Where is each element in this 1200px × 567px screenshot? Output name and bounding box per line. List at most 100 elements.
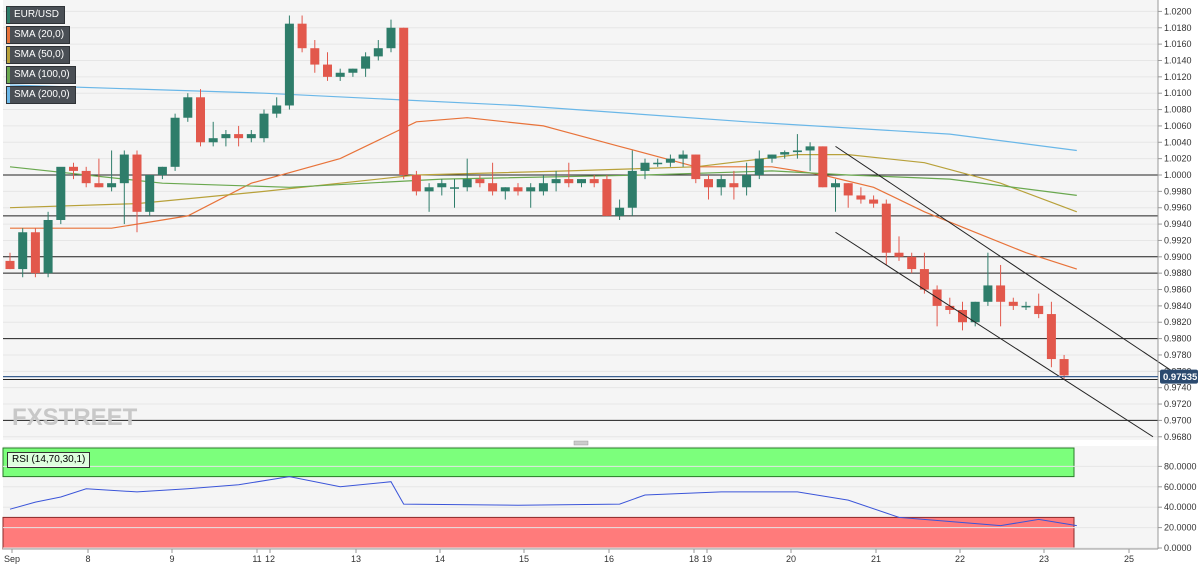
candle-body <box>894 252 904 257</box>
candle-body <box>411 175 421 192</box>
time-tick-label: 16 <box>604 554 614 564</box>
legend-eurusd[interactable]: EUR/USD <box>6 6 66 24</box>
horizontal-levels <box>3 174 1158 421</box>
price-tick-label: 0.9840 <box>1164 301 1192 311</box>
legend-label: SMA (200,0) <box>14 89 70 100</box>
candle-body <box>234 134 244 139</box>
time-tick-label: 9 <box>169 554 174 564</box>
price-tick-label: 0.9720 <box>1164 399 1192 409</box>
price-tick-label: 0.9940 <box>1164 219 1192 229</box>
candles <box>5 15 1069 380</box>
candle-body <box>475 179 485 184</box>
candle-body <box>81 170 91 184</box>
rsi-overbought-zone <box>2 447 1075 478</box>
candle-body <box>716 179 726 188</box>
candle-body <box>183 97 193 118</box>
candle-body <box>843 183 853 196</box>
time-tick-label: 8 <box>85 554 90 564</box>
price-tick-label: 0.9900 <box>1164 252 1192 262</box>
rsi-line <box>9 476 1077 527</box>
legend-swatch <box>7 7 10 23</box>
price-tick-label: 1.0180 <box>1164 23 1192 33</box>
time-tick-label: 15 <box>519 554 529 564</box>
rsi-tick-label: 80.0000 <box>1164 461 1197 471</box>
price-tick-label: 0.9780 <box>1164 350 1192 360</box>
candle-body <box>538 183 548 192</box>
panel-divider-handle[interactable] <box>573 440 589 446</box>
candle-body <box>424 187 434 192</box>
legend-swatch <box>7 87 10 103</box>
candle-body <box>729 183 739 188</box>
candle-body <box>678 154 688 159</box>
candle-body <box>970 301 980 323</box>
price-tick-label: 1.0160 <box>1164 39 1192 49</box>
channel-trendline <box>835 145 1186 380</box>
rsi-tick-label: 0.0000 <box>1164 543 1192 553</box>
price-tick-label: 0.9980 <box>1164 186 1192 196</box>
rsi-tick-label: 60.0000 <box>1164 482 1197 492</box>
candle-body <box>361 56 371 69</box>
candle-body <box>43 219 53 274</box>
candle-body <box>577 179 586 184</box>
price-tick-label: 0.9740 <box>1164 383 1192 393</box>
candle-body <box>780 152 790 155</box>
candle-body <box>157 166 167 175</box>
candle-body <box>94 183 104 188</box>
candle-body <box>132 154 142 212</box>
candle-body <box>1034 305 1044 315</box>
rsi-label[interactable]: RSI (14,70,30,1) <box>7 452 91 468</box>
candle-body <box>1021 305 1031 308</box>
price-tick-label: 1.0140 <box>1164 55 1192 65</box>
legend-swatch <box>7 47 10 63</box>
candle-body <box>272 105 282 114</box>
candle-body <box>69 166 78 171</box>
rsi-tick-label: 20.0000 <box>1164 523 1197 533</box>
time-tick-label: 11 <box>252 554 261 564</box>
price-axis: 1.0200 1.0180 1.0160 1.0140 1.0120 1.0100 1.00… <box>1158 6 1192 442</box>
price-tick-label: 0.9920 <box>1164 235 1192 245</box>
candle-body <box>500 187 510 192</box>
legend-sma-200[interactable]: SMA (200,0) <box>6 86 76 104</box>
candle-body <box>297 23 307 49</box>
time-tick-label: 20 <box>786 554 796 564</box>
candle-body <box>437 183 447 188</box>
candle-body <box>945 305 955 310</box>
time-tick-label: 23 <box>1039 554 1049 564</box>
candle-body <box>107 183 117 188</box>
rsi-line-layer <box>9 476 1077 527</box>
candle-body <box>170 117 180 167</box>
legend-sma-50[interactable]: SMA (50,0) <box>6 46 71 64</box>
time-tick-label: 19 <box>702 554 712 564</box>
price-tick-label: 0.9960 <box>1164 203 1192 213</box>
time-axis: Sep 8 9 11 12 13 14 15 16 18 19 20 21 22 23 25 <box>4 549 1134 564</box>
legend-sma-20[interactable]: SMA (20,0) <box>6 26 71 44</box>
price-tick-label: 1.0120 <box>1164 72 1192 82</box>
time-tick-label: 12 <box>265 554 275 564</box>
candle-body <box>196 97 205 143</box>
current-price-badge <box>1160 369 1198 384</box>
candle-body <box>805 146 815 151</box>
candle-body <box>615 207 625 216</box>
candle-body <box>907 256 917 270</box>
candle-body <box>1008 301 1018 306</box>
candle-body <box>818 146 828 188</box>
candle-body <box>462 179 472 188</box>
rsi-oversold-zone <box>2 516 1075 550</box>
price-tick-label: 1.0100 <box>1164 88 1192 98</box>
candle-body <box>602 179 612 216</box>
rsi-tick-label: 40.0000 <box>1164 502 1197 512</box>
price-tick-label: 1.0200 <box>1164 6 1192 16</box>
time-tick-label: 21 <box>871 554 881 564</box>
candle-body <box>742 175 752 188</box>
price-tick-label: 0.9680 <box>1164 432 1192 442</box>
candle-body <box>259 113 269 139</box>
candle-body <box>30 232 40 274</box>
candle-body <box>627 170 637 208</box>
candle-body <box>513 187 523 192</box>
candle-body <box>551 179 561 184</box>
legend-sma-100[interactable]: SMA (100,0) <box>6 66 76 84</box>
current-price-value: 0.97535 <box>1163 372 1198 383</box>
candle-body <box>653 162 663 165</box>
candle-body <box>310 48 320 65</box>
candle-body <box>348 68 358 73</box>
